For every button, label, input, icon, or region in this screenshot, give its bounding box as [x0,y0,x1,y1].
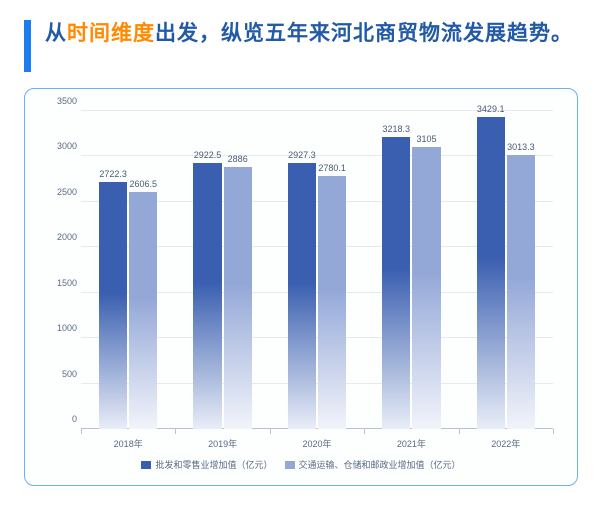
legend-label: 批发和零售业增加值（亿元） [155,458,272,471]
bar-series-0: 3429.1 [477,117,505,429]
bar-value-label: 2722.3 [99,169,127,179]
y-tick-label: 3000 [51,141,77,151]
chart-card: 2018年 2019年 2020年 2021年 2022年 0 500 1000 1500 20… [24,88,578,486]
x-tick-label: 2019年 [208,437,237,450]
y-tick-label: 2500 [51,187,77,197]
bar-value-label: 2927.3 [288,150,316,160]
bar-series-1: 2780.1 [318,176,346,429]
bar-value-label: 2606.5 [130,179,158,189]
chart-legend: 批发和零售业增加值（亿元） 交通运输、仓储和邮政业增加值（亿元） [25,458,577,471]
x-tick-label: 2021年 [397,437,426,450]
bar-value-label: 2922.5 [194,150,222,160]
bar-value-label: 3429.1 [477,104,505,114]
title-accent-bar [24,20,31,72]
x-tick [553,429,554,434]
x-tick [364,429,365,434]
x-tick [459,429,460,434]
y-tick-label: 1000 [51,323,77,333]
title-highlight: 时间维度 [67,22,155,45]
bar-value-label: 3105 [416,134,436,144]
bar-series-0: 2927.3 [288,163,316,429]
bar-value-label: 2780.1 [318,163,346,173]
chart-plot-area: 2018年2019年2020年2021年2022年 05001000150020… [81,111,553,429]
legend-swatch [285,461,295,469]
bar-value-label: 2886 [228,154,248,164]
x-tick [270,429,271,434]
bar-series-0: 2722.3 [99,182,127,429]
title-rest: 出发，纵览五年来河北商贸物流发展趋势。 [155,22,573,45]
legend-item: 批发和零售业增加值（亿元） [141,458,272,471]
x-tick-label: 2020年 [302,437,331,450]
y-tick-label: 0 [51,414,77,424]
title-block: 从时间维度出发，纵览五年来河北商贸物流发展趋势。 [24,20,578,72]
y-tick-label: 2000 [51,232,77,242]
bar-series-1: 3105 [412,147,440,429]
x-tick [175,429,176,434]
legend-label: 交通运输、仓储和邮政业增加值（亿元） [299,458,461,471]
y-tick-label: 1500 [51,278,77,288]
bar-series-0: 2922.5 [193,163,221,429]
x-tick-label: 2018年 [114,437,143,450]
x-tick-label: 2022年 [491,437,520,450]
bar-series-1: 3013.3 [507,155,535,429]
y-tick-label: 500 [51,369,77,379]
bar-value-label: 3218.3 [383,124,411,134]
page-title: 从时间维度出发，纵览五年来河北商贸物流发展趋势。 [45,20,573,48]
bar-series-1: 2606.5 [129,192,157,429]
legend-item: 交通运输、仓储和邮政业增加值（亿元） [285,458,461,471]
title-prefix: 从 [45,22,67,45]
bar-series-1: 2886 [224,167,252,429]
x-tick [81,429,82,434]
bar-series-0: 3218.3 [382,137,410,429]
bar-value-label: 3013.3 [507,142,535,152]
legend-swatch [141,461,151,469]
y-tick-label: 3500 [51,96,77,106]
